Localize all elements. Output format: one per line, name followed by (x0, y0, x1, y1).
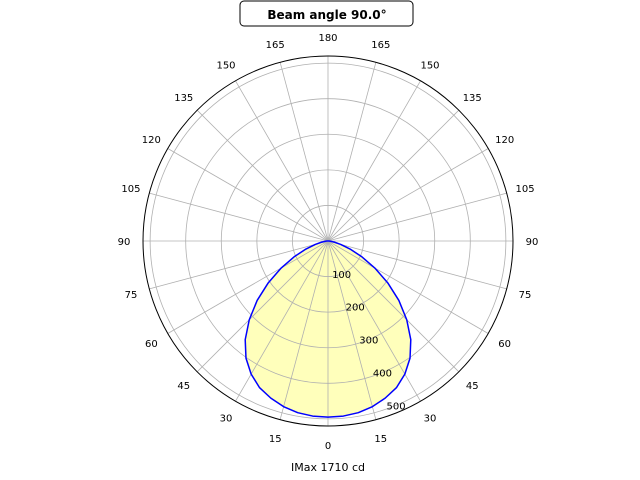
angular-gridline (327, 192, 507, 242)
angular-gridline (235, 80, 329, 242)
angle-tick-label: 75 (519, 290, 532, 301)
radial-tick-label: 400 (373, 368, 392, 379)
angle-tick-label: 150 (216, 60, 235, 71)
angle-tick-label: 75 (125, 290, 138, 301)
label-layer: 0 15 30 45 60 75 90 105 120 135 150 165 180 165 150 135… (118, 33, 539, 452)
angular-gridline (327, 109, 460, 242)
angle-tick-label: 120 (495, 135, 514, 146)
angle-tick-label: 105 (121, 184, 140, 195)
angle-tick-label: 45 (177, 381, 190, 392)
series-layer (244, 240, 412, 418)
angle-tick-label: 30 (220, 414, 233, 425)
angular-gridline (327, 62, 377, 242)
angle-tick-label: 135 (174, 93, 193, 104)
angular-gridline (149, 192, 329, 242)
x-axis-label: IMax 1710 cd (291, 461, 365, 474)
angular-gridline (196, 240, 329, 373)
angle-tick-label: 90 (526, 237, 539, 248)
angular-gridline (327, 240, 507, 290)
angular-gridline (167, 148, 329, 242)
title-frame (239, 0, 414, 27)
radial-tick-label: 200 (346, 303, 365, 314)
angular-gridline (327, 240, 460, 373)
angular-gridline (167, 240, 329, 334)
angular-gridline (327, 240, 377, 420)
polar-frame (142, 55, 514, 427)
angle-tick-label: 60 (498, 339, 511, 350)
angle-tick-label: 120 (142, 135, 161, 146)
radial-tick-label: 500 (387, 401, 406, 412)
beam-intensity-line (244, 240, 412, 418)
angle-tick-label: 165 (371, 40, 390, 51)
angular-gridline (279, 240, 329, 420)
angle-tick-label: 15 (269, 434, 282, 445)
angular-gridline (327, 240, 489, 334)
angle-tick-label: 105 (516, 184, 535, 195)
angle-tick-label: 15 (374, 434, 387, 445)
angular-gridline (327, 80, 421, 242)
chart-title-box: Beam angle 90.0° (239, 0, 414, 27)
angular-gridline (196, 109, 329, 242)
angular-gridline (279, 62, 329, 242)
angular-gridline (149, 240, 329, 290)
radial-tick-label: 300 (359, 336, 378, 347)
angle-tick-label: 180 (318, 33, 337, 44)
angle-tick-label: 150 (420, 60, 439, 71)
angle-tick-label: 30 (424, 414, 437, 425)
angle-tick-label: 135 (463, 93, 482, 104)
radial-tick-label: 100 (332, 270, 351, 281)
chart-title: Beam angle 90.0° (267, 8, 386, 22)
angle-tick-label: 0 (325, 441, 331, 452)
angle-tick-label: 45 (466, 381, 479, 392)
angle-tick-label: 90 (118, 237, 131, 248)
angle-tick-label: 165 (266, 40, 285, 51)
angular-gridline (327, 148, 489, 242)
angle-tick-label: 60 (145, 339, 158, 350)
